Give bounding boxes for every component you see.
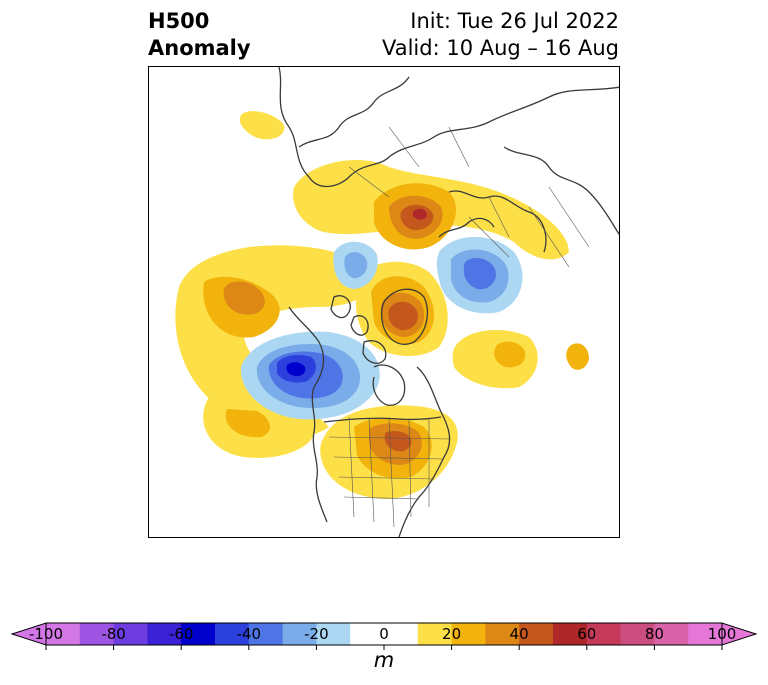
colorbar-swatch bbox=[113, 623, 148, 645]
anomaly-fills bbox=[175, 111, 589, 499]
title-left: H500 Anomaly bbox=[148, 8, 251, 62]
init-date: Init: Tue 26 Jul 2022 bbox=[410, 9, 619, 33]
colorbar-swatch bbox=[316, 623, 351, 645]
colorbar-swatch bbox=[46, 623, 81, 645]
hudson-ridge-20 bbox=[452, 330, 538, 389]
colorbar-tick-label: 80 bbox=[644, 625, 664, 643]
anomaly-map bbox=[148, 66, 620, 538]
canadian-ridge-50 bbox=[388, 301, 418, 331]
title-field: H500 bbox=[148, 9, 210, 33]
colorbar-swatch bbox=[248, 623, 284, 645]
colorbar-swatch bbox=[553, 623, 588, 645]
colorbar-tick-label: 40 bbox=[509, 625, 529, 643]
alaska-ridge-40 bbox=[223, 281, 265, 315]
scandinavia-ridge-60 bbox=[412, 208, 427, 220]
colorbar-unit: m bbox=[373, 648, 395, 672]
colorbar-swatch bbox=[181, 623, 216, 645]
colorbar-tick-label: 60 bbox=[577, 625, 597, 643]
coastlines bbox=[278, 67, 619, 537]
colorbar-swatch bbox=[79, 623, 115, 645]
goa-trough-60 bbox=[286, 362, 306, 377]
colorbar-tick-label: 100 bbox=[707, 625, 737, 643]
colorbar-swatch bbox=[384, 623, 419, 645]
colorbar-swatch bbox=[688, 623, 723, 645]
colorbar-swatch bbox=[215, 623, 250, 645]
nw-small-ridge bbox=[239, 111, 285, 140]
east-small-ridge bbox=[566, 343, 589, 370]
map-svg bbox=[175, 67, 619, 537]
beaufort-trough-30 bbox=[344, 252, 368, 279]
colorbar-tick-label: 20 bbox=[442, 625, 462, 643]
colorbar-swatch bbox=[519, 623, 554, 645]
colorbar bbox=[10, 622, 758, 650]
valid-range: Valid: 10 Aug – 16 Aug bbox=[381, 36, 619, 60]
political-borders bbox=[328, 126, 590, 528]
colorbar-swatch bbox=[282, 623, 317, 645]
title-type: Anomaly bbox=[148, 36, 251, 60]
title-right: Init: Tue 26 Jul 2022 Valid: 10 Aug – 16… bbox=[382, 8, 619, 62]
colorbar-swatch bbox=[485, 623, 520, 645]
colorbar-tick-label: -80 bbox=[101, 625, 126, 643]
colorbar-swatch bbox=[620, 623, 655, 645]
eastus-ridge-50 bbox=[384, 431, 412, 452]
colorbar-tick-label: -40 bbox=[236, 625, 262, 643]
hudson-ridge-30 bbox=[494, 341, 526, 368]
colorbar-swatch bbox=[417, 623, 453, 645]
pacific-ridge-30 bbox=[225, 409, 270, 438]
colorbar-tick-label: -60 bbox=[168, 625, 194, 643]
siberia-trough-40 bbox=[463, 257, 496, 290]
colorbar-tick-label: -100 bbox=[28, 625, 64, 643]
colorbar-swatch bbox=[654, 623, 689, 645]
colorbar-swatch bbox=[350, 623, 385, 645]
colorbar-tick-label: 0 bbox=[379, 625, 389, 643]
colorbar-swatch bbox=[586, 623, 622, 645]
colorbar-swatches bbox=[10, 622, 758, 650]
colorbar-swatch bbox=[147, 623, 182, 645]
colorbar-tick-label: -20 bbox=[304, 625, 329, 643]
colorbar-swatch bbox=[451, 623, 486, 645]
